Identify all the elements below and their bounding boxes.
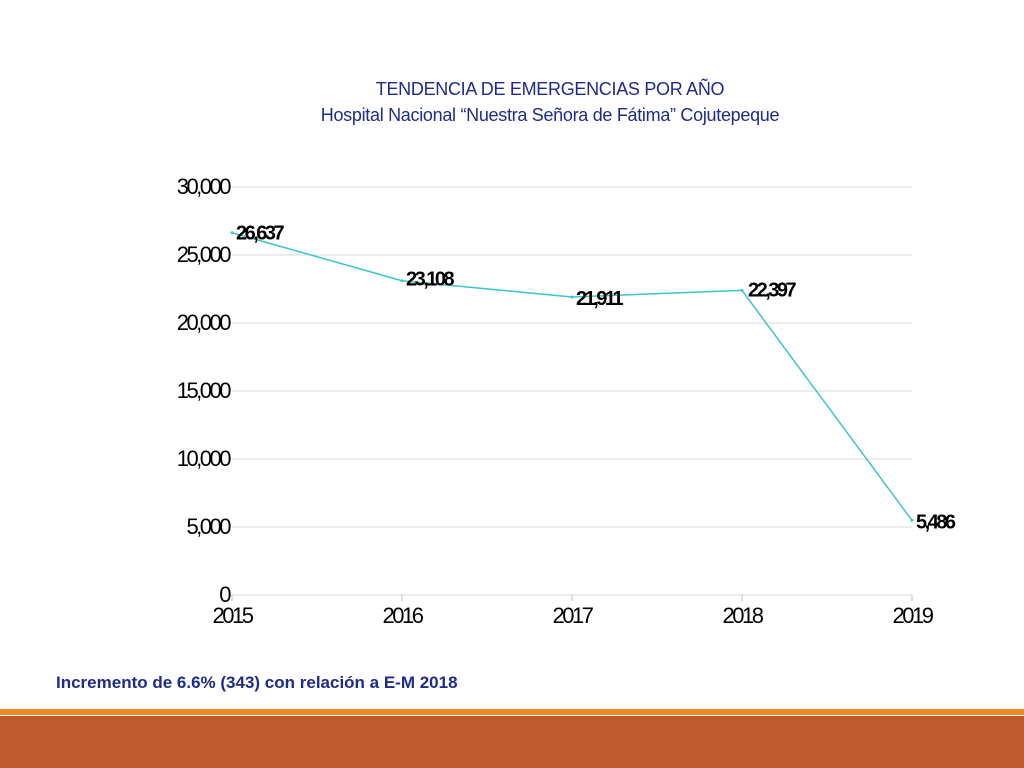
- data-point: [740, 288, 744, 292]
- footer-note: Incremento de 6.6% (343) con relación a …: [56, 673, 458, 692]
- x-tick-label: 2018: [723, 603, 764, 628]
- data-label: 5,486: [916, 511, 956, 533]
- y-tick-label: 20,000: [177, 310, 232, 335]
- accent-bar-thick: [0, 716, 1024, 768]
- x-tick-label: 2019: [893, 603, 934, 628]
- chart-title-line-2: Hospital Nacional “Nuestra Señora de Fát…: [320, 105, 780, 125]
- x-tick-label: 2015: [213, 603, 254, 628]
- data-label: 22,397: [748, 279, 797, 301]
- y-tick-label: 30,000: [177, 174, 232, 199]
- chart-title-line-1: TENDENCIA DE EMERGENCIAS POR AÑO: [375, 79, 725, 99]
- y-tick-label: 25,000: [177, 242, 232, 267]
- data-point: [230, 231, 234, 235]
- series-line: [231, 232, 913, 521]
- data-point: [910, 518, 914, 522]
- chart-title: TENDENCIA DE EMERGENCIAS POR AÑO Hospita…: [0, 76, 1024, 128]
- x-tick-label: 2016: [383, 603, 424, 628]
- data-label: 23,108: [406, 269, 455, 291]
- y-tick-label: 5,000: [186, 514, 231, 539]
- y-tick-label: 15,000: [177, 378, 232, 403]
- y-tick-label: 10,000: [177, 446, 232, 471]
- x-tick-label: 2017: [553, 603, 594, 628]
- data-point: [570, 295, 574, 299]
- accent-bar-thin: [0, 709, 1024, 715]
- data-label: 26,637: [236, 223, 285, 245]
- data-point: [400, 279, 404, 283]
- data-label: 21,911: [576, 288, 623, 310]
- line-chart: 05,00010,00015,00020,00025,00030,0002015…: [177, 174, 959, 628]
